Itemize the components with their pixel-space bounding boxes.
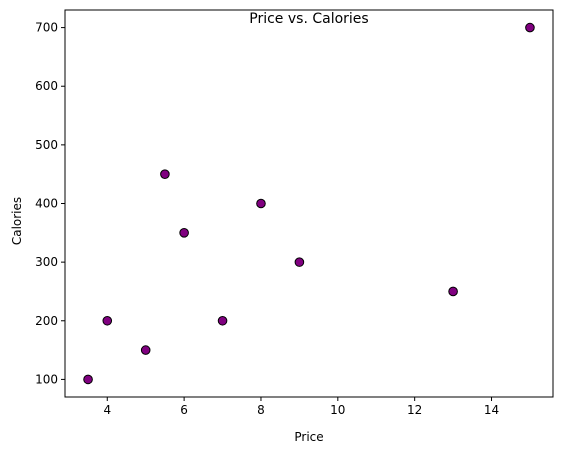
- chart-title: Price vs. Calories: [249, 11, 368, 27]
- x-axis-label: Price: [294, 430, 323, 444]
- y-tick-label-200: 200: [35, 314, 58, 328]
- y-tick-label-300: 300: [35, 255, 58, 269]
- axes-frame: [64, 9, 554, 398]
- y-axis: 100 200 300 400 500 600 700: [35, 21, 65, 386]
- x-tick-label-6: 6: [180, 403, 188, 417]
- data-point-0: [83, 374, 93, 385]
- data-point-4: [179, 228, 189, 238]
- data-point-8: [448, 286, 458, 297]
- x-tick-label-12: 12: [407, 403, 422, 417]
- data-point-7: [294, 257, 305, 267]
- data-point-6: [256, 198, 266, 209]
- y-tick-label-600: 600: [35, 79, 58, 93]
- y-tick-label-500: 500: [35, 138, 58, 152]
- y-tick-label-100: 100: [35, 372, 58, 386]
- x-tick-label-10: 10: [330, 403, 345, 417]
- x-axis: 4 6 8 10 12 14: [103, 397, 499, 417]
- x-tick-label-8: 8: [257, 403, 265, 417]
- y-tick-label-400: 400: [35, 197, 58, 211]
- y-tick-label-700: 700: [35, 21, 58, 35]
- x-tick-label-14: 14: [484, 403, 499, 417]
- x-tick-label-4: 4: [103, 403, 111, 417]
- y-axis-label: Calories: [10, 197, 24, 245]
- plot-area: [83, 22, 535, 385]
- data-point-5: [217, 315, 228, 326]
- data-point-9: [525, 22, 535, 33]
- data-point-2: [140, 345, 151, 355]
- data-point-1: [102, 315, 113, 326]
- data-point-3: [160, 169, 170, 179]
